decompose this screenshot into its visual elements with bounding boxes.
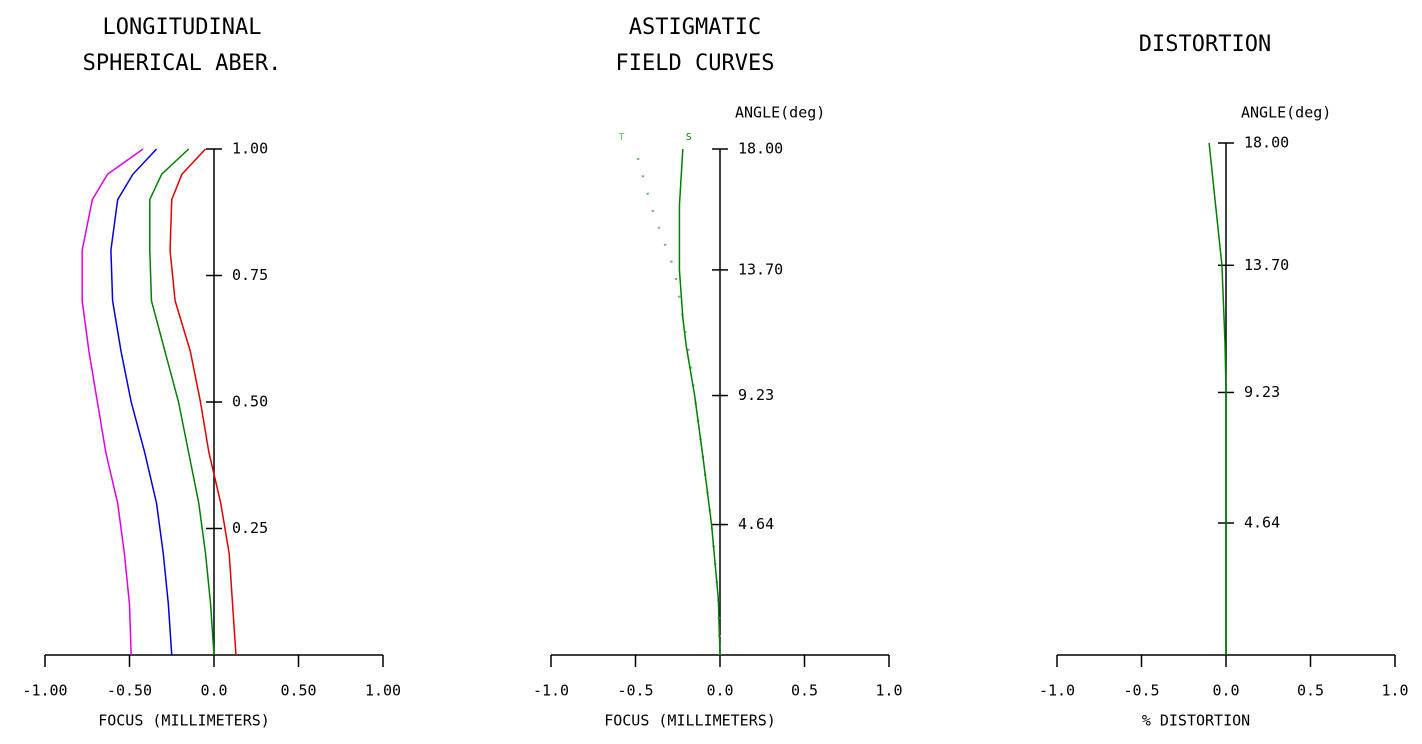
y-tick-label: 18.00 [1244,134,1289,152]
x-tick-label: 0.0 [706,682,733,700]
x-tick-label: -0.5 [617,682,653,700]
x-axis-label: FOCUS (MILLIMETERS) [604,712,776,730]
y-tick-label: 13.70 [1244,256,1289,274]
x-tick-label: 0.50 [280,682,316,700]
x-tick-label: -1.0 [533,682,569,700]
y-tick-label: 18.00 [738,140,783,158]
y-axis-label: ANGLE(deg) [735,104,825,122]
x-tick-label: -0.5 [1123,682,1159,700]
chart-title: FIELD CURVES [616,51,775,76]
x-tick-label: 1.0 [1381,682,1408,700]
x-axis-label: FOCUS (MILLIMETERS) [98,712,270,730]
x-tick-label: 0.5 [791,682,818,700]
curve [1208,142,1227,655]
y-tick-label: 4.64 [1244,514,1280,532]
x-tick-label: 0.0 [200,682,227,700]
y-tick-label: 0.50 [232,393,268,411]
y-axis-label: ANGLE(deg) [1241,104,1331,122]
x-axis-label: % DISTORTION [1142,712,1250,730]
x-tick-label: -1.0 [1039,682,1075,700]
curve [169,148,237,656]
x-tick-label: 0.5 [1297,682,1324,700]
curve [678,148,721,656]
y-tick-label: 4.64 [738,515,774,533]
x-tick-label: 1.0 [875,682,902,700]
legend-label: S [686,132,692,143]
chart-title: ASTIGMATIC [629,15,761,40]
y-tick-label: 0.25 [232,519,268,537]
y-tick-label: 1.00 [232,140,268,158]
y-tick-label: 0.75 [232,266,268,284]
curve [634,148,722,656]
legend-label: T [618,132,624,143]
y-tick-label: 13.70 [738,260,783,278]
curve [149,148,215,656]
x-tick-label: -1.00 [22,682,67,700]
curve [110,148,173,656]
chart-title: DISTORTION [1139,32,1271,57]
chart-title: LONGITUDINAL [103,15,262,40]
y-tick-label: 9.23 [1244,383,1280,401]
x-tick-label: 1.00 [365,682,401,700]
x-tick-label: 0.0 [1212,682,1239,700]
x-tick-label: -0.50 [107,682,152,700]
curve [81,148,144,656]
y-tick-label: 9.23 [738,386,774,404]
chart-title: SPHERICAL ABER. [83,51,282,76]
